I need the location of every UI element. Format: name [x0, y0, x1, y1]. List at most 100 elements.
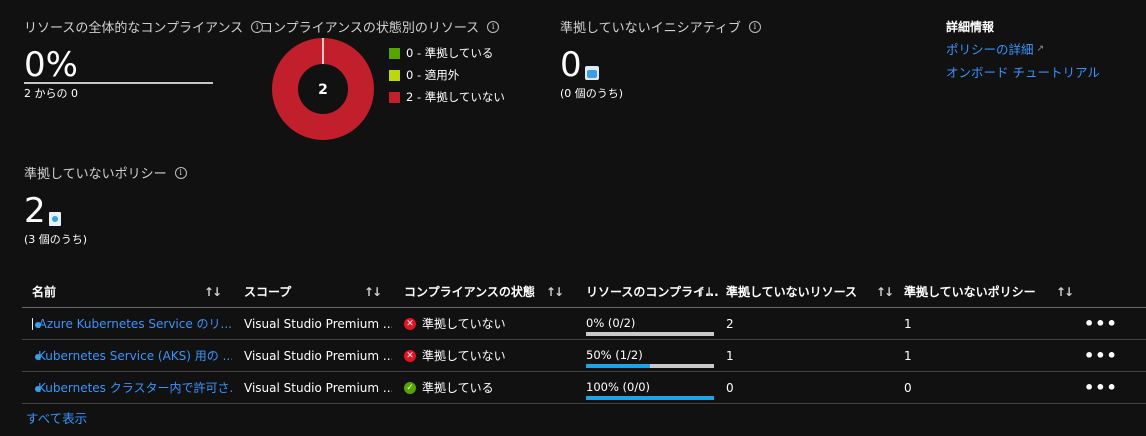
- legend-swatch: [389, 69, 400, 81]
- table-row[interactable]: Azure Kubernetes Service のリ... Visual St…: [22, 308, 1146, 340]
- column-header-scope[interactable]: スコープ ↑↓: [232, 276, 392, 307]
- cell-name: Kubernetes Service (AKS) 用の ...: [22, 347, 232, 364]
- column-header-resource-compliance[interactable]: リソースのコンプライ... ↑↓: [574, 276, 719, 307]
- compliance-state-label: 準拠している: [422, 381, 494, 395]
- sort-icon[interactable]: ↑↓: [875, 284, 894, 299]
- cell-noncompliant-resources: 1: [726, 348, 734, 363]
- column-header-label: リソースのコンプライ...: [586, 285, 719, 299]
- cell-noncompliant-resources: 2: [726, 316, 734, 331]
- cell-scope: Visual Studio Premium ...: [244, 348, 392, 363]
- overall-compliance-value: 0%: [24, 45, 78, 85]
- cell-resource-compliance: 0% (0/2): [574, 312, 714, 336]
- cell-resource-compliance: 50% (1/2): [574, 344, 714, 368]
- noncompliant-policies-value-row: 2: [24, 194, 187, 228]
- info-icon[interactable]: i: [174, 166, 187, 179]
- column-header-label: 準拠していないリソース: [726, 285, 858, 299]
- policy-name-link[interactable]: Kubernetes Service (AKS) 用の ...: [38, 349, 232, 363]
- more-options-icon[interactable]: •••: [1084, 346, 1118, 365]
- policy-icon: [48, 212, 61, 226]
- column-header-compliance-state[interactable]: コンプライアンスの状態 ↑↓: [392, 276, 574, 307]
- check-icon: ✓: [404, 381, 416, 394]
- more-options-icon[interactable]: •••: [1084, 314, 1118, 333]
- noncompliant-initiatives-value-row: 0: [560, 48, 761, 82]
- noncompliant-initiatives-label: 準拠していないイニシアティブ: [560, 21, 741, 36]
- legend-label: 2 - 準拠していない: [406, 90, 505, 104]
- column-header-label: 準拠していないポリシー: [904, 285, 1036, 299]
- details-title: 詳細情報: [946, 20, 995, 34]
- column-header-label: コンプライアンスの状態: [404, 285, 535, 299]
- cell-actions: •••: [1084, 346, 1146, 365]
- column-header-noncompliant-policies[interactable]: 準拠していないポリシー ↑↓: [904, 276, 1084, 307]
- compliance-ratio: 50% (1/2): [586, 347, 643, 362]
- info-icon[interactable]: i: [748, 20, 761, 33]
- overall-compliance-bar: [24, 82, 213, 84]
- cell-noncompliant-policies: 0: [904, 380, 912, 395]
- legend-item-noncompliant: 2 - 準拠していない: [389, 86, 505, 108]
- compliance-ratio: 0% (0/2): [586, 315, 636, 330]
- external-link-icon: ↗: [1036, 43, 1045, 54]
- noncompliant-initiatives-label-row: 準拠していないイニシアティブ i: [560, 17, 761, 36]
- compliance-ratio: 100% (0/0): [586, 379, 651, 394]
- onboard-tutorial-link-row: オンボード チュートリアル: [946, 62, 1100, 81]
- overall-compliance-sub: 2 からの 0: [24, 87, 78, 100]
- cell-compliance-state: ✓ 準拠している: [392, 379, 574, 396]
- legend-item-compliant: 0 - 準拠している: [389, 42, 505, 64]
- noncompliant-policies-label: 準拠していないポリシー: [24, 167, 167, 182]
- table-header: 名前 ↑↓ スコープ ↑↓ コンプライアンスの状態 ↑↓ リソースのコンプライ.…: [22, 276, 1146, 308]
- error-icon: ✕: [404, 317, 416, 330]
- policy-details-link[interactable]: ポリシーの詳細: [946, 42, 1034, 57]
- cell-actions: •••: [1084, 378, 1146, 397]
- legend-label: 0 - 適用外: [406, 68, 460, 82]
- noncompliant-initiatives-card: 準拠していないイニシアティブ i 0 (0 個のうち): [560, 17, 761, 101]
- initiative-icon: [584, 66, 599, 80]
- sort-icon[interactable]: ↑↓: [545, 284, 564, 299]
- column-header-label: スコープ: [244, 285, 292, 299]
- noncompliant-policies-card: 準拠していないポリシー i 2 (3 個のうち): [24, 163, 187, 247]
- noncompliant-initiatives-value: 0: [560, 45, 582, 85]
- column-header-name[interactable]: 名前 ↑↓: [22, 276, 232, 307]
- compliance-progress-bar: [586, 331, 714, 336]
- noncompliant-policies-label-row: 準拠していないポリシー i: [24, 163, 187, 182]
- cell-name: Kubernetes クラスター内で許可さ...: [22, 379, 232, 396]
- overall-compliance-label-row: リソースの全体的なコンプライアンス i: [24, 17, 264, 36]
- legend-label: 0 - 準拠している: [406, 46, 494, 60]
- policy-details-link-row: ポリシーの詳細 ↗: [946, 39, 1100, 58]
- cell-name: Azure Kubernetes Service のリ...: [22, 315, 232, 332]
- policy-compliance-table: 名前 ↑↓ スコープ ↑↓ コンプライアンスの状態 ↑↓ リソースのコンプライ.…: [22, 276, 1146, 427]
- cell-resource-compliance: 100% (0/0): [574, 376, 714, 400]
- details-panel: 詳細情報 ポリシーの詳細 ↗ オンボード チュートリアル: [946, 18, 1100, 81]
- policy-name-link[interactable]: Azure Kubernetes Service のリ...: [38, 317, 232, 331]
- column-header-noncompliant-resources[interactable]: 準拠していないリソース ↑↓: [714, 276, 904, 307]
- table-row[interactable]: Kubernetes Service (AKS) 用の ... Visual S…: [22, 340, 1146, 372]
- show-all-row: すべて表示: [22, 408, 1146, 427]
- sort-icon[interactable]: ↑↓: [203, 284, 222, 299]
- table-row[interactable]: Kubernetes クラスター内で許可さ... Visual Studio P…: [22, 372, 1146, 404]
- error-icon: ✕: [404, 349, 416, 362]
- sort-icon[interactable]: ↑↓: [695, 284, 714, 299]
- overall-compliance-card: リソースの全体的なコンプライアンス i 0% 2 からの 0: [24, 17, 264, 101]
- legend-swatch: [389, 47, 400, 59]
- cell-scope: Visual Studio Premium ...: [244, 316, 392, 331]
- sort-icon[interactable]: ↑↓: [1055, 284, 1074, 299]
- show-all-link[interactable]: すべて表示: [26, 411, 88, 426]
- sort-icon[interactable]: ↑↓: [363, 284, 382, 299]
- cell-compliance-state: ✕ 準拠していない: [392, 315, 574, 332]
- policy-icon: [32, 317, 38, 330]
- column-header-actions: [1084, 276, 1146, 307]
- onboard-tutorial-link[interactable]: オンボード チュートリアル: [946, 65, 1100, 80]
- compliance-state-label: 準拠していない: [422, 317, 506, 331]
- resources-by-state-label: コンプライアンスの状態別のリソース: [260, 21, 480, 36]
- compliance-progress-bar: [586, 363, 714, 368]
- resources-by-state-label-row: コンプライアンスの状態別のリソース i: [260, 17, 500, 36]
- info-icon[interactable]: i: [251, 20, 264, 33]
- column-header-label: 名前: [32, 285, 57, 299]
- cell-noncompliant-policies: 1: [904, 316, 912, 331]
- cell-noncompliant-policies: 1: [904, 348, 912, 363]
- resources-by-state-card: コンプライアンスの状態別のリソース i: [260, 17, 500, 36]
- info-icon[interactable]: i: [487, 20, 500, 33]
- more-options-icon[interactable]: •••: [1084, 378, 1118, 397]
- policy-name-link[interactable]: Kubernetes クラスター内で許可さ...: [38, 381, 232, 395]
- noncompliant-initiatives-sub: (0 個のうち): [560, 87, 624, 100]
- donut-center-value: 2: [318, 82, 328, 98]
- noncompliant-policies-value: 2: [24, 191, 46, 231]
